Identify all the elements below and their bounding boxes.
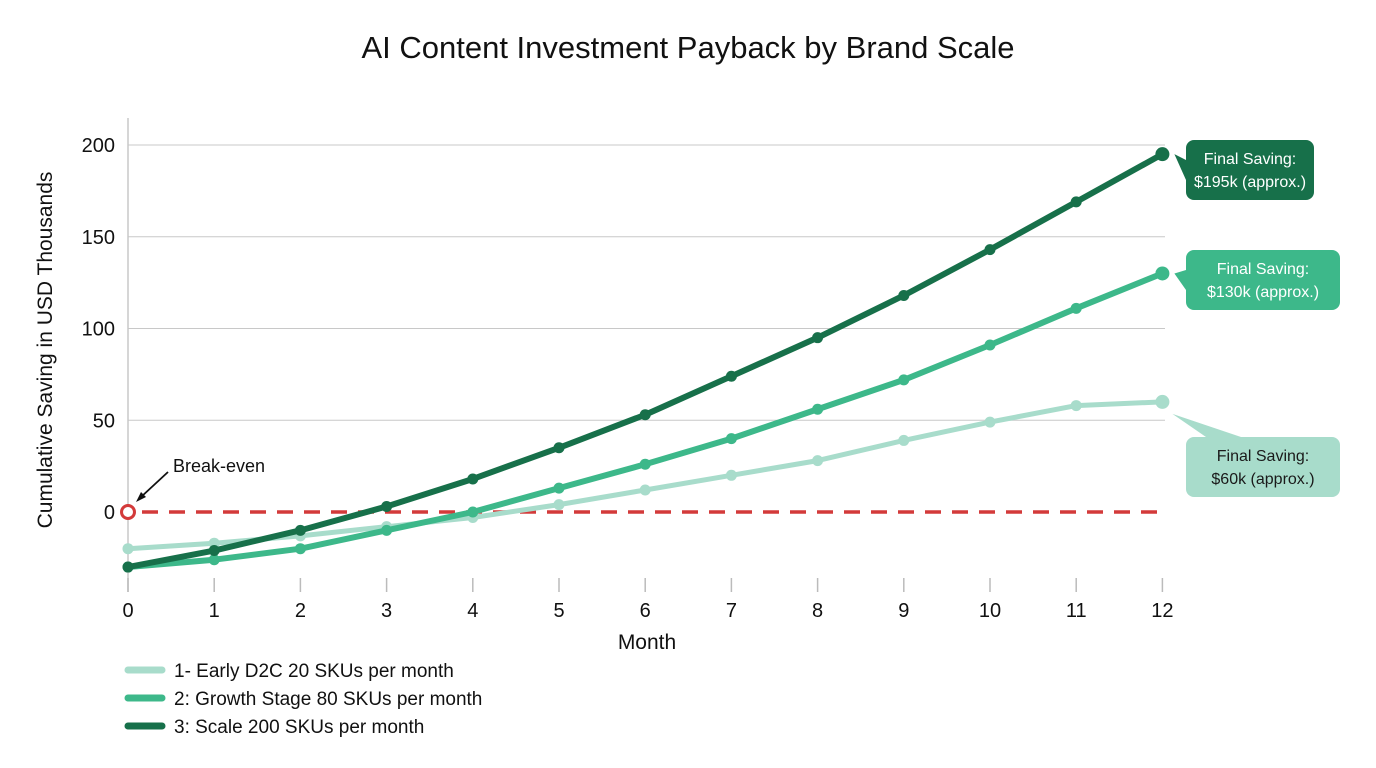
data-point: [725, 433, 737, 445]
break-even-label: Break-even: [173, 456, 265, 476]
series-line: [125, 399, 1165, 552]
x-tick-label: 0: [122, 600, 133, 622]
legend-item-3: 3: Scale 200 SKUs per month: [124, 717, 424, 738]
break-even-annotation: Break-even: [120, 456, 265, 520]
x-tick-label: 11: [1066, 600, 1087, 622]
data-point: [1070, 302, 1082, 314]
break-even-arrow-icon: [140, 471, 169, 498]
data-point: [898, 434, 910, 446]
callout-line-1: Final Saving:: [1204, 151, 1297, 168]
data-point: [1070, 196, 1082, 208]
x-tick-label: 10: [979, 600, 1001, 622]
data-point: [122, 561, 134, 573]
data-point: [208, 545, 220, 557]
data-point: [1155, 147, 1170, 162]
data-point: [294, 524, 306, 536]
arrow-head-icon: [136, 492, 146, 502]
data-point: [553, 442, 565, 454]
y-tick-label: 150: [82, 227, 115, 249]
data-point: [553, 499, 565, 511]
x-tick-label: 5: [553, 600, 564, 622]
legend-item-1: 1- Early D2C 20 SKUs per month: [124, 661, 454, 682]
x-tick-label: 6: [640, 600, 651, 622]
legend-label: 1- Early D2C 20 SKUs per month: [174, 661, 454, 682]
data-point: [639, 484, 651, 496]
data-point: [208, 554, 220, 566]
data-point: [812, 455, 824, 467]
series-2: [122, 266, 1170, 573]
legend-label: 3: Scale 200 SKUs per month: [174, 717, 424, 738]
y-tick-label: 0: [104, 502, 115, 524]
final-saving-callout: Final Saving: $60k (approx.): [1172, 413, 1340, 497]
data-point: [381, 500, 393, 512]
callout-line-1: Final Saving:: [1217, 261, 1310, 278]
x-tick-label: 1: [209, 600, 220, 622]
callout-line-2: $60k (approx.): [1211, 471, 1314, 488]
callout-box: [1186, 140, 1314, 200]
final-saving-callout: Final Saving: $195k (approx.): [1174, 140, 1314, 200]
x-axis-label: Month: [618, 631, 676, 654]
callout-line-1: Final Saving:: [1217, 448, 1310, 465]
data-point: [984, 244, 996, 256]
chart-title: AI Content Investment Payback by Brand S…: [361, 30, 1014, 65]
data-point: [381, 524, 393, 536]
legend-label: 2: Growth Stage 80 SKUs per month: [174, 689, 482, 710]
data-point: [984, 339, 996, 351]
callout-pointer: [1174, 154, 1186, 180]
data-point: [1155, 266, 1170, 281]
data-point: [467, 506, 479, 518]
callout-pointer: [1174, 270, 1186, 290]
data-point: [122, 543, 134, 555]
data-point: [984, 416, 996, 428]
x-tick-label: 8: [812, 600, 823, 622]
x-tick-label: 9: [898, 600, 909, 622]
data-point: [1155, 394, 1170, 409]
callout-box: [1186, 437, 1340, 497]
callout-line-2: $195k (approx.): [1194, 174, 1306, 191]
x-tick-label: 3: [381, 600, 392, 622]
data-point: [898, 289, 910, 301]
callout-line-2: $130k (approx.): [1207, 284, 1319, 301]
data-point: [294, 543, 306, 555]
data-point: [1070, 400, 1082, 412]
callout-pointer: [1172, 413, 1241, 437]
data-point: [639, 409, 651, 421]
data-point: [725, 370, 737, 382]
series-3: [122, 147, 1170, 573]
y-tick-label: 200: [82, 135, 115, 157]
x-tick-label: 7: [726, 600, 737, 622]
final-saving-callout: Final Saving: $130k (approx.): [1174, 250, 1340, 310]
data-point: [725, 469, 737, 481]
callout-box: [1186, 250, 1340, 310]
data-point: [639, 458, 651, 470]
legend-item-2: 2: Growth Stage 80 SKUs per month: [124, 689, 482, 710]
x-tick-label: 4: [467, 600, 478, 622]
break-even-marker: [120, 504, 136, 520]
x-tick-label: 12: [1151, 600, 1173, 622]
y-tick-label: 100: [82, 319, 115, 341]
data-point: [467, 473, 479, 485]
y-axis-label: Cumulative Saving in USD Thousands: [34, 172, 57, 529]
data-point: [812, 332, 824, 344]
y-tick-label: 50: [93, 410, 115, 432]
x-tick-label: 2: [295, 600, 306, 622]
data-point: [553, 482, 565, 494]
data-point: [898, 374, 910, 386]
series-line: [125, 151, 1166, 571]
data-point: [812, 403, 824, 415]
